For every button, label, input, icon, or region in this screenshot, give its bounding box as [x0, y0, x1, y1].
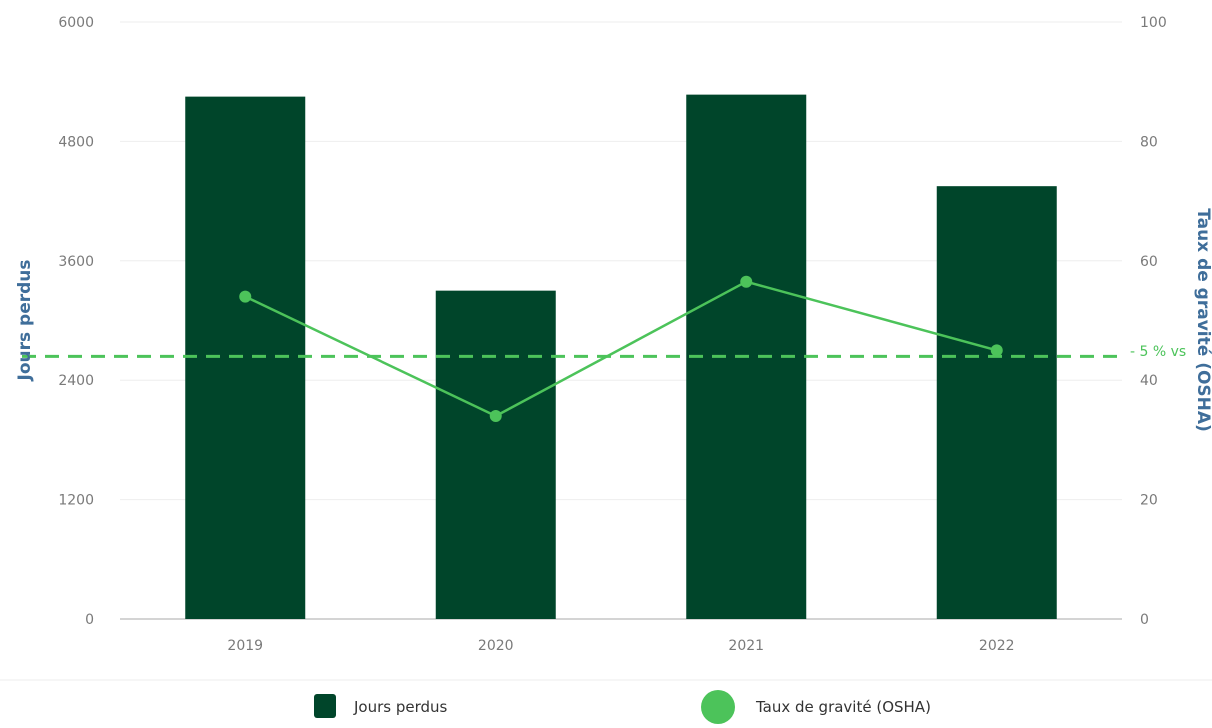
legend-line-label: Taux de gravité (OSHA) — [755, 698, 931, 716]
left-axis-ticks: 0 1200 2400 3600 4800 6000 — [58, 15, 94, 628]
legend-bar-label: Jours perdus — [353, 698, 448, 716]
right-tick-label: 0 — [1140, 612, 1149, 628]
line-point — [990, 344, 1003, 357]
right-tick-label: 20 — [1140, 493, 1158, 509]
right-tick-label: 80 — [1140, 134, 1158, 150]
right-tick-label: 40 — [1140, 373, 1158, 389]
right-axis-title: Taux de gravité (OSHA) — [1193, 208, 1212, 432]
left-tick-label: 0 — [85, 612, 94, 628]
bar — [936, 186, 1057, 620]
right-axis-ticks: 0 20 40 60 80 100 — [1140, 15, 1167, 628]
right-tick-label: 100 — [1140, 15, 1167, 31]
bar — [435, 290, 556, 619]
x-tick-label: 2022 — [979, 638, 1015, 654]
left-tick-label: 1200 — [58, 493, 94, 509]
x-axis-ticks: 2019 2020 2021 2022 — [227, 638, 1014, 654]
right-tick-label: 60 — [1140, 254, 1158, 270]
line-point — [740, 275, 753, 288]
left-tick-label: 6000 — [58, 15, 94, 31]
series-line — [244, 280, 998, 418]
left-tick-label: 2400 — [58, 373, 94, 389]
x-tick-label: 2021 — [728, 638, 764, 654]
left-axis-title: Jours perdus — [15, 259, 35, 381]
line-point — [489, 410, 502, 423]
left-tick-label: 3600 — [58, 254, 94, 270]
legend: Jours perdus Taux de gravité (OSHA) — [314, 690, 931, 724]
line-point — [239, 290, 252, 303]
legend-line-swatch — [701, 690, 735, 724]
x-tick-label: 2019 — [227, 638, 263, 654]
left-tick-label: 4800 — [58, 134, 94, 150]
line-series — [239, 275, 1003, 423]
reference-line-label: - 5 % vs — [1130, 344, 1186, 360]
x-tick-label: 2020 — [478, 638, 514, 654]
legend-bar-swatch — [314, 694, 336, 718]
